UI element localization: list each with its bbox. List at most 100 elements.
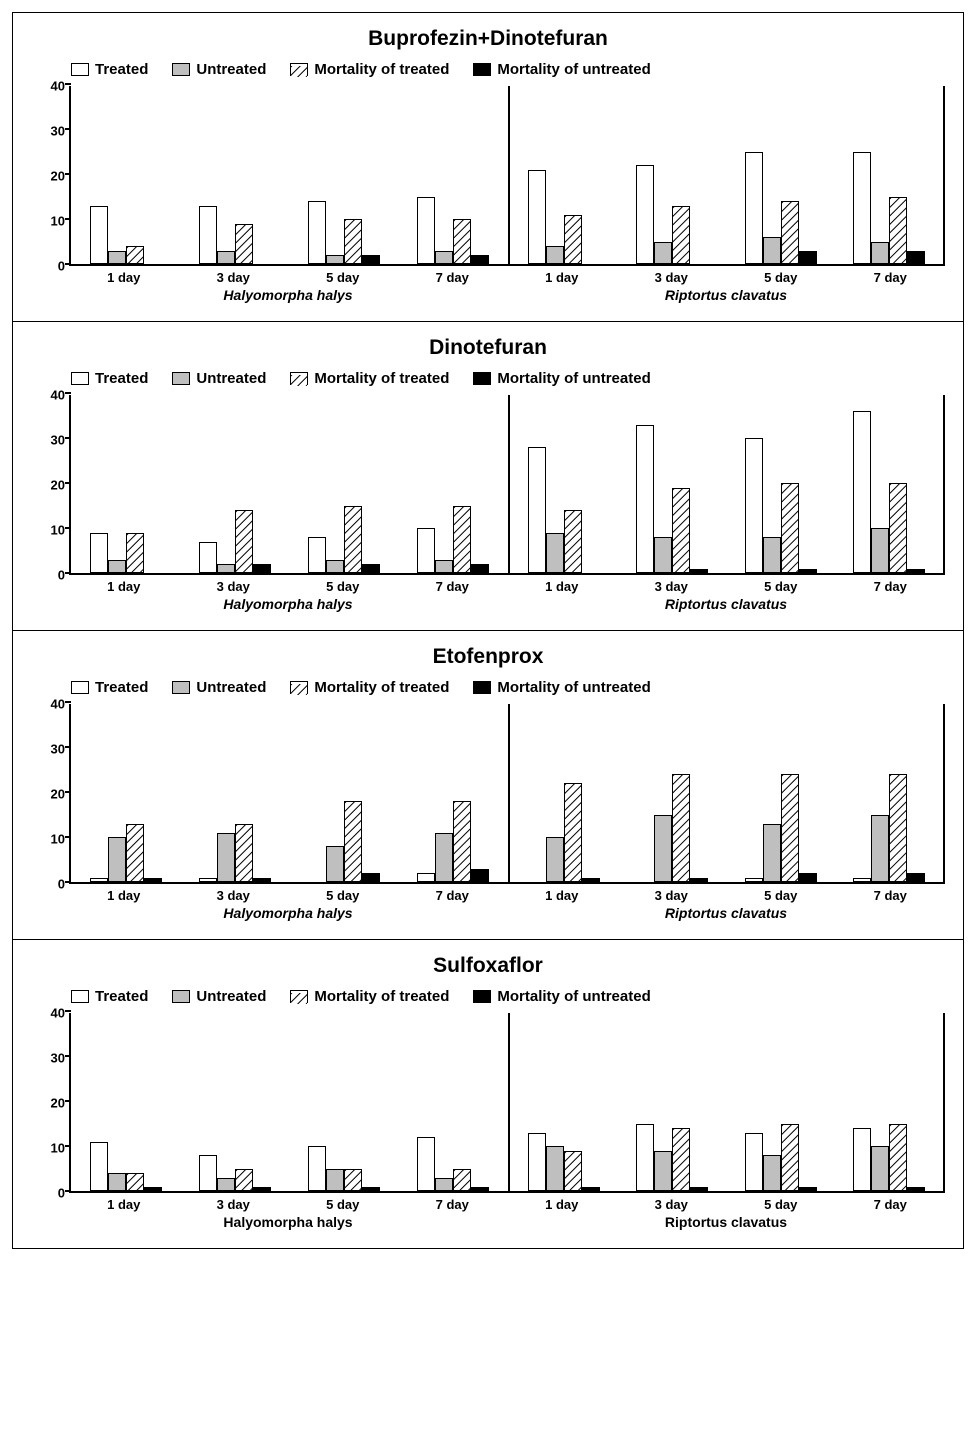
x-tick-label: 1 day [69,575,179,594]
bar-cluster [727,1013,835,1191]
bar [690,569,708,574]
bar [763,1155,781,1191]
bar-cluster [71,704,180,882]
species-label: Halyomorpha halys [69,905,507,921]
y-tick-label: 20 [51,169,65,184]
bar [672,206,690,265]
bar [144,1187,162,1192]
x-tick-label: 1 day [507,1193,617,1212]
y-tick-label: 10 [51,523,65,538]
bar [672,1128,690,1191]
plot-area [69,395,945,575]
species-labels: Halyomorpha halysRiptortus clavatus [69,905,945,921]
bar-cluster [835,1013,943,1191]
bar [126,1173,144,1191]
legend-label: Mortality of untreated [497,988,650,1005]
bar [781,1124,799,1192]
bar [745,438,763,573]
bar [889,774,907,882]
bar [799,569,817,574]
bar [799,1187,817,1192]
bar [564,510,582,573]
panel-title: Buprofezin+Dinotefuran [31,27,945,51]
legend-label: Treated [95,988,148,1005]
bar-cluster [180,704,289,882]
bar [871,528,889,573]
bar [582,878,600,883]
x-tick-label: 3 day [179,575,289,594]
bar [435,560,453,574]
legend-item: Treated [71,679,148,696]
x-tick-label: 7 day [398,1193,508,1212]
y-tick-label: 0 [58,877,65,892]
bar [90,533,108,574]
y-tick-label: 30 [51,742,65,757]
y-axis: 010203040 [31,86,69,266]
bar [362,873,380,882]
bar [344,219,362,264]
bar [126,246,144,264]
x-tick-label: 7 day [836,266,946,285]
y-axis: 010203040 [31,1013,69,1193]
legend: TreatedUntreatedMortality of treatedMort… [71,61,945,78]
bar [417,528,435,573]
species-group [71,86,508,264]
bar [907,251,925,265]
bar-cluster [290,86,399,264]
bar [853,878,871,883]
legend-label: Mortality of treated [314,370,449,387]
species-label: Riptortus clavatus [507,287,945,303]
bar [253,878,271,883]
bar [326,560,344,574]
bar [672,488,690,574]
bar-cluster [71,395,180,573]
bar [871,815,889,883]
x-tick-label: 5 day [726,575,836,594]
species-label: Halyomorpha halys [69,596,507,612]
bar [326,846,344,882]
bar [199,542,217,574]
y-tick-mark [65,701,71,703]
x-axis-labels: 1 day3 day5 day7 day1 day3 day5 day7 day [69,266,945,285]
bar [217,251,235,265]
species-group [508,1013,945,1191]
species-labels: Halyomorpha halysRiptortus clavatus [69,1214,945,1230]
legend-item: Mortality of treated [290,61,449,78]
x-tick-label: 1 day [507,575,617,594]
bar [217,564,235,573]
x-tick-label: 5 day [288,575,398,594]
bar [889,197,907,265]
legend-label: Untreated [196,370,266,387]
bar [90,878,108,883]
bar [308,1146,326,1191]
bar-cluster [399,704,508,882]
bar [799,251,817,265]
bar [199,878,217,883]
bar-cluster [71,1013,180,1191]
bar [126,533,144,574]
chart-panel: EtofenproxTreatedUntreatedMortality of t… [12,631,964,940]
chart-panel: Buprofezin+Dinotefuran TreatedUntreatedMo… [12,12,964,322]
bar [471,564,489,573]
bar [326,255,344,264]
x-tick-label: 5 day [726,1193,836,1212]
bar [217,1178,235,1192]
bar [889,483,907,573]
bar-cluster [399,86,508,264]
bar [871,1146,889,1191]
legend-swatch [290,372,308,385]
bar [417,197,435,265]
bar [528,447,546,573]
bar [564,215,582,265]
bar-cluster [727,395,835,573]
bar [636,165,654,264]
bar [453,219,471,264]
bar [781,201,799,264]
bar-cluster [618,86,726,264]
legend-item: Mortality of untreated [473,679,650,696]
x-tick-label: 5 day [288,1193,398,1212]
bar [889,1124,907,1192]
legend-label: Mortality of treated [314,679,449,696]
x-tick-label: 7 day [398,884,508,903]
bar [344,1169,362,1192]
